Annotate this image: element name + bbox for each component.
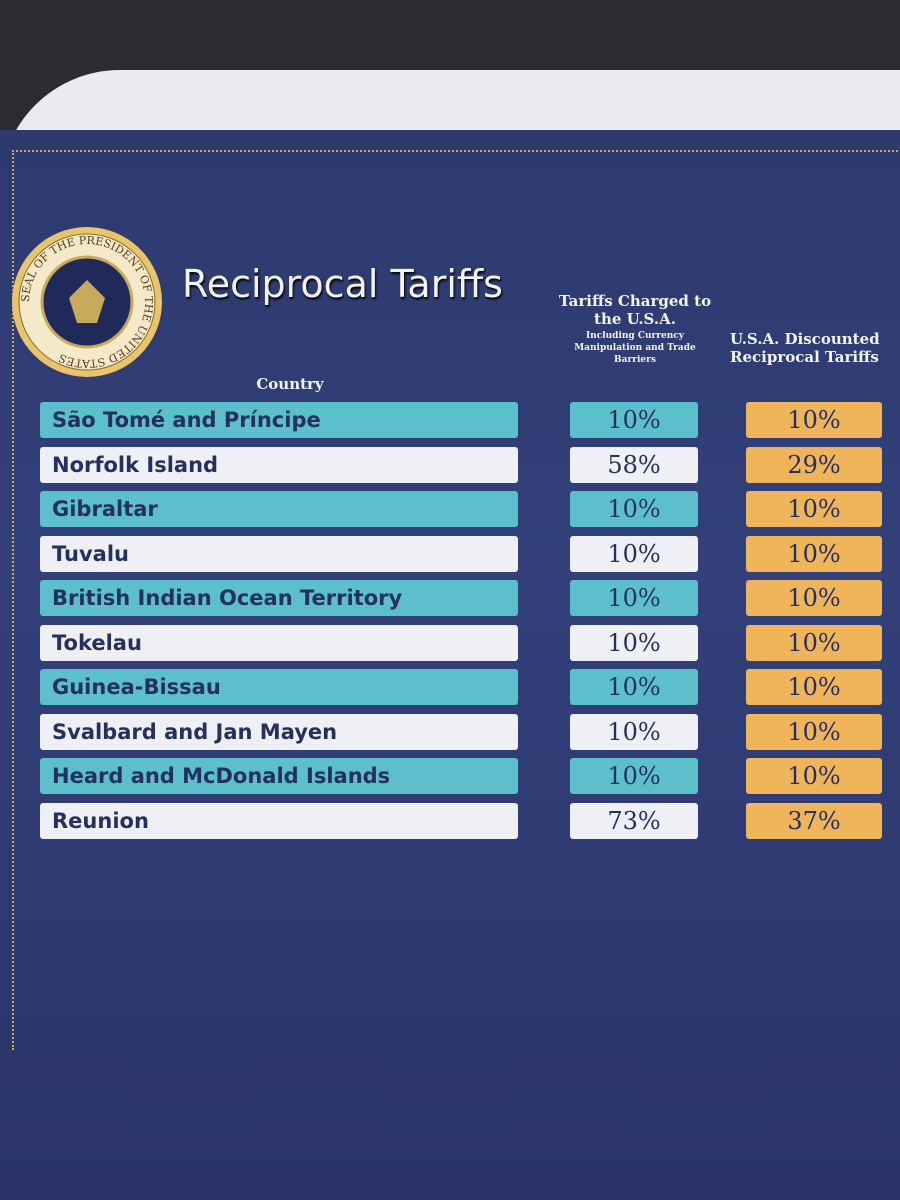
charged-cell: 10% bbox=[570, 491, 698, 527]
reciprocal-cell: 10% bbox=[746, 491, 882, 527]
reciprocal-cell: 10% bbox=[746, 713, 882, 750]
column-header: U.S.A. Discounted Reciprocal Tariffs bbox=[730, 330, 880, 366]
reciprocal-cell: 10% bbox=[746, 580, 882, 616]
reciprocal-cell: 10% bbox=[746, 669, 882, 705]
column-title: Tariffs Charged to the U.S.A. bbox=[558, 292, 712, 328]
country-cell: Reunion bbox=[40, 802, 518, 839]
reciprocal-cell: 10% bbox=[746, 624, 882, 661]
charged-cell: 10% bbox=[570, 669, 698, 705]
country-cell: Svalbard and Jan Mayen bbox=[40, 713, 518, 750]
country-cell: British Indian Ocean Territory bbox=[40, 580, 518, 616]
charged-cell: 58% bbox=[570, 446, 698, 483]
column-subtitle: Including Currency Manipulation and Trad… bbox=[574, 331, 696, 365]
reciprocal-cell: 29% bbox=[746, 446, 882, 483]
charged-cell: 10% bbox=[570, 580, 698, 616]
country-cell: Tokelau bbox=[40, 624, 518, 661]
country-cell: São Tomé and Príncipe bbox=[40, 402, 518, 438]
charged-cell: 10% bbox=[570, 624, 698, 661]
title: Reciprocal Tariffs bbox=[182, 262, 503, 306]
charged-cell: 10% bbox=[570, 535, 698, 572]
seal: SEAL OF THE PRESIDENT OF THE UNITED STAT… bbox=[12, 227, 162, 377]
charged-cell: 10% bbox=[570, 758, 698, 794]
seal-eagle bbox=[69, 280, 105, 323]
column-header: Country bbox=[256, 375, 324, 393]
border bbox=[12, 150, 900, 1050]
sheet: SEAL OF THE PRESIDENT OF THE UNITED STAT… bbox=[0, 130, 900, 1200]
column-header: Tariffs Charged to the U.S.A. Including … bbox=[555, 292, 715, 366]
reciprocal-cell: 37% bbox=[746, 802, 882, 839]
country-cell: Tuvalu bbox=[40, 535, 518, 572]
reciprocal-cell: 10% bbox=[746, 758, 882, 794]
reciprocal-cell: 10% bbox=[746, 535, 882, 572]
charged-cell: 73% bbox=[570, 802, 698, 839]
reciprocal-cell: 10% bbox=[746, 402, 882, 438]
country-cell: Norfolk Island bbox=[40, 446, 518, 483]
country-cell: Heard and McDonald Islands bbox=[40, 758, 518, 794]
charged-cell: 10% bbox=[570, 402, 698, 438]
country-cell: Guinea-Bissau bbox=[40, 669, 518, 705]
country-cell: Gibraltar bbox=[40, 491, 518, 527]
charged-cell: 10% bbox=[570, 713, 698, 750]
